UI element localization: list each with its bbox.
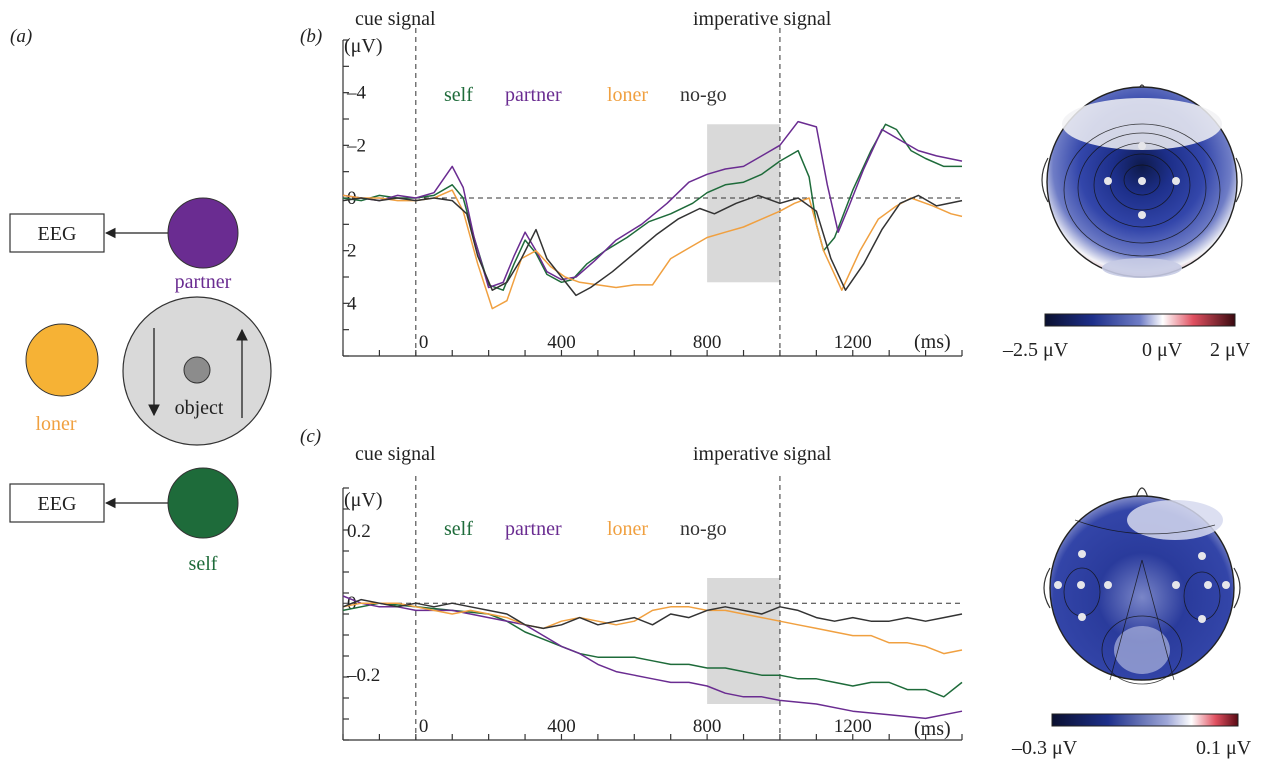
panel-b-y-tick-label: 4 [347, 293, 357, 314]
topomap-c-ear-left [1043, 567, 1051, 609]
panel-c-series-partner [342, 595, 963, 720]
topomap-c-scale-max: 0.1 μV [1196, 737, 1252, 759]
panel-c-x-tick-label: 0 [419, 716, 429, 737]
topomap-c-color-scale [1051, 713, 1239, 727]
panel-b-series-nogo [342, 194, 963, 297]
topomap-b-scale-min: –2.5 μV [1002, 339, 1069, 361]
panel-b-x-tick-label: 800 [693, 332, 722, 353]
panel-b-x-tick-label: 400 [547, 332, 576, 353]
panel-c-imperative-label: imperative signal [693, 443, 832, 465]
panel-b-label: (b) [300, 26, 322, 47]
panel-b: (b) cue signal imperative signal (μV) (m… [300, 8, 963, 357]
panel-b-legend-self: self [444, 84, 473, 106]
panel-b-x-tick-label: 1200 [834, 332, 872, 353]
panel-a-label: (a) [10, 26, 32, 47]
self-label: self [189, 553, 218, 575]
topomap-c-contours [1063, 519, 1221, 685]
panel-c-analysis-window [707, 578, 780, 704]
topomap-c-scale-min: –0.3 μV [1011, 737, 1078, 759]
topomap-b-scale-mid: 0 μV [1142, 339, 1183, 361]
panel-c-legend-nogo: no-go [680, 518, 727, 540]
loner-circle [25, 323, 99, 397]
eeg-label-bottom: EEG [38, 493, 77, 515]
object-label: object [175, 397, 224, 419]
panel-b-legend-loner: loner [607, 84, 648, 106]
panel-b-x-tick-label: 0 [419, 332, 429, 353]
panel-b-ylabel: (μV) [344, 35, 383, 57]
panel-b-series-loner [342, 189, 963, 310]
topomap-b-ear-left [1041, 157, 1049, 203]
panel-c: (c) cue signal imperative signal (μV) (m… [300, 426, 963, 741]
self-circle [167, 467, 239, 539]
topomap-b: –2.5 μV 0 μV 2 μV [1002, 84, 1251, 361]
panel-b-xlabel: (ms) [914, 331, 951, 353]
panel-b-legend: self partner loner no-go [444, 84, 727, 106]
panel-b-imperative-label: imperative signal [693, 8, 832, 30]
object-marker [183, 356, 211, 384]
panel-a: (a) EEG partner loner object EEG self [9, 26, 272, 575]
eeg-label-top: EEG [38, 223, 77, 245]
topomap-b-color-scale [1044, 313, 1236, 327]
panel-c-y-tick-label: 0.2 [347, 521, 371, 542]
eeg-box-top [9, 213, 105, 253]
topomap-b-ear-right [1235, 157, 1243, 203]
panel-c-y-tick-label: –0.2 [346, 665, 380, 686]
panel-b-y-tick-label: –2 [346, 135, 366, 156]
panel-c-xlabel: (ms) [914, 718, 951, 740]
panel-b-cue-label: cue signal [355, 8, 436, 30]
panel-b-legend-partner: partner [505, 84, 562, 106]
panel-c-label: (c) [300, 426, 321, 447]
panel-c-ylabel: (μV) [344, 489, 383, 511]
panel-b-series-self [342, 123, 962, 291]
panel-b-analysis-window [707, 124, 780, 283]
panel-b-y-tick-label: –4 [346, 83, 367, 104]
panel-c-legend-partner: partner [505, 518, 562, 540]
panel-b-series-partner [342, 120, 963, 289]
topomap-b-scale-max: 2 μV [1210, 339, 1251, 361]
topomap-c-frontal-right-region [1127, 500, 1223, 540]
topomap-c-head [1049, 495, 1235, 681]
panel-b-legend-nogo: no-go [680, 84, 727, 106]
topomap-c: –0.3 μV 0.1 μV [1011, 487, 1252, 759]
loner-label: loner [35, 413, 76, 435]
topomap-b-occipital-region [1102, 258, 1182, 278]
panel-c-legend-loner: loner [607, 518, 648, 540]
panel-b-y-tick-label: 2 [347, 241, 357, 262]
panel-c-x-tick-label: 800 [693, 716, 722, 737]
topomap-c-ear-right [1233, 567, 1241, 609]
partner-circle [167, 197, 239, 269]
panel-c-x-tick-label: 1200 [834, 716, 872, 737]
panel-c-series-loner [342, 602, 963, 655]
panel-c-series-nogo [342, 598, 963, 630]
topomap-b-electrodes [1104, 142, 1180, 219]
panel-c-cue-label: cue signal [355, 443, 436, 465]
topomap-c-electrodes [1054, 550, 1230, 623]
topomap-c-occipital-region [1114, 626, 1170, 674]
panel-c-legend-self: self [444, 518, 473, 540]
panel-c-series-self [342, 602, 963, 698]
panel-c-legend: self partner loner no-go [444, 518, 727, 540]
partner-label: partner [175, 271, 232, 293]
eeg-box-bottom [9, 483, 105, 523]
panel-c-x-tick-label: 400 [547, 716, 576, 737]
